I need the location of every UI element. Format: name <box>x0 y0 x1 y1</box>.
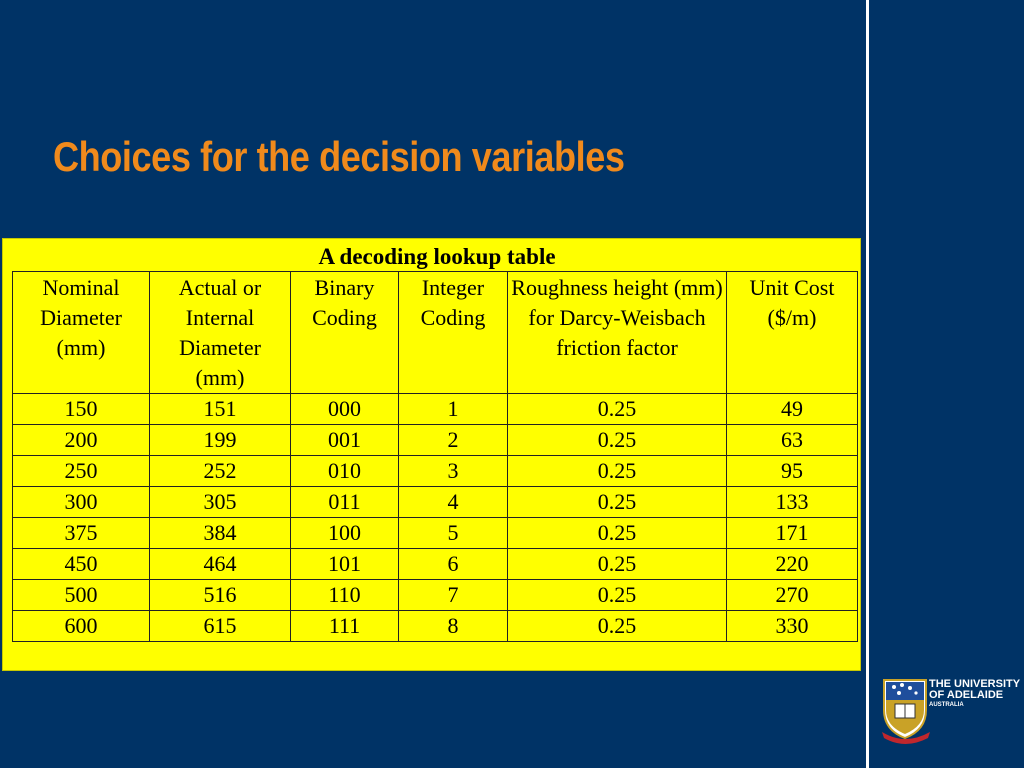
decoding-lookup-table: Nominal Diameter (mm) Actual or Internal… <box>12 271 858 642</box>
cell-actual-diameter: 464 <box>149 548 291 580</box>
logo-line-2: OF ADELAIDE <box>929 689 1004 701</box>
right-panel <box>869 0 1024 768</box>
cell-actual-diameter: 199 <box>149 424 291 456</box>
cell-nominal-diameter: 500 <box>12 579 150 611</box>
table-row: 500 516 110 7 0.25 270 <box>12 579 858 611</box>
cell-binary-coding: 010 <box>290 455 399 487</box>
header-nominal-diameter: Nominal Diameter (mm) <box>12 271 150 394</box>
table-header-row: Nominal Diameter (mm) Actual or Internal… <box>12 271 858 394</box>
header-binary-coding: Binary Coding <box>290 271 399 394</box>
cell-roughness-height: 0.25 <box>507 486 727 518</box>
cell-unit-cost: 171 <box>726 517 858 549</box>
cell-unit-cost: 133 <box>726 486 858 518</box>
cell-binary-coding: 110 <box>290 579 399 611</box>
cell-nominal-diameter: 375 <box>12 517 150 549</box>
cell-integer-coding: 7 <box>398 579 508 611</box>
cell-binary-coding: 101 <box>290 548 399 580</box>
cell-nominal-diameter: 600 <box>12 610 150 642</box>
header-actual-diameter: Actual or Internal Diameter (mm) <box>149 271 291 394</box>
university-name: THE UNIVERSITY OF ADELAIDE AUSTRALIA <box>929 679 1020 709</box>
cell-integer-coding: 5 <box>398 517 508 549</box>
header-unit-cost: Unit Cost ($/m) <box>726 271 858 394</box>
cell-actual-diameter: 384 <box>149 517 291 549</box>
cell-nominal-diameter: 150 <box>12 393 150 425</box>
university-crest-icon <box>882 679 930 744</box>
cell-unit-cost: 49 <box>726 393 858 425</box>
header-integer-coding: Integer Coding <box>398 271 508 394</box>
cell-binary-coding: 001 <box>290 424 399 456</box>
slide-title: Choices for the decision variables <box>53 133 625 180</box>
cell-roughness-height: 0.25 <box>507 579 727 611</box>
cell-actual-diameter: 516 <box>149 579 291 611</box>
cell-unit-cost: 63 <box>726 424 858 456</box>
logo-line-3: AUSTRALIA <box>929 702 964 708</box>
cell-binary-coding: 100 <box>290 517 399 549</box>
cell-roughness-height: 0.25 <box>507 610 727 642</box>
cell-integer-coding: 2 <box>398 424 508 456</box>
cell-unit-cost: 220 <box>726 548 858 580</box>
table-row: 200 199 001 2 0.25 63 <box>12 424 858 456</box>
cell-actual-diameter: 252 <box>149 455 291 487</box>
table-row: 250 252 010 3 0.25 95 <box>12 455 858 487</box>
table-row: 450 464 101 6 0.25 220 <box>12 548 858 580</box>
cell-integer-coding: 4 <box>398 486 508 518</box>
cell-integer-coding: 6 <box>398 548 508 580</box>
cell-unit-cost: 95 <box>726 455 858 487</box>
cell-binary-coding: 111 <box>290 610 399 642</box>
cell-roughness-height: 0.25 <box>507 517 727 549</box>
cell-nominal-diameter: 300 <box>12 486 150 518</box>
divider-line <box>866 0 869 768</box>
table-panel: A decoding lookup table Nominal Diameter… <box>2 238 861 671</box>
cell-nominal-diameter: 450 <box>12 548 150 580</box>
table-row: 375 384 100 5 0.25 171 <box>12 517 858 549</box>
table-body: 150 151 000 1 0.25 49 200 199 001 2 0.25 63 250 252 01… <box>12 393 858 642</box>
cell-unit-cost: 270 <box>726 579 858 611</box>
university-logo: THE UNIVERSITY OF ADELAIDE AUSTRALIA <box>880 676 1020 746</box>
cell-actual-diameter: 615 <box>149 610 291 642</box>
logo-line-1: THE UNIVERSITY <box>929 678 1021 690</box>
cell-roughness-height: 0.25 <box>507 424 727 456</box>
table-row: 150 151 000 1 0.25 49 <box>12 393 858 425</box>
cell-nominal-diameter: 200 <box>12 424 150 456</box>
table-caption: A decoding lookup table <box>318 244 556 269</box>
cell-actual-diameter: 151 <box>149 393 291 425</box>
cell-integer-coding: 3 <box>398 455 508 487</box>
table-row: 600 615 111 8 0.25 330 <box>12 610 858 642</box>
cell-unit-cost: 330 <box>726 610 858 642</box>
table-row: 300 305 011 4 0.25 133 <box>12 486 858 518</box>
cell-integer-coding: 8 <box>398 610 508 642</box>
cell-roughness-height: 0.25 <box>507 393 727 425</box>
cell-binary-coding: 011 <box>290 486 399 518</box>
header-roughness-height: Roughness height (mm) for Darcy-Weisbach… <box>507 271 727 394</box>
cell-roughness-height: 0.25 <box>507 455 727 487</box>
cell-nominal-diameter: 250 <box>12 455 150 487</box>
cell-binary-coding: 000 <box>290 393 399 425</box>
cell-integer-coding: 1 <box>398 393 508 425</box>
cell-actual-diameter: 305 <box>149 486 291 518</box>
cell-roughness-height: 0.25 <box>507 548 727 580</box>
